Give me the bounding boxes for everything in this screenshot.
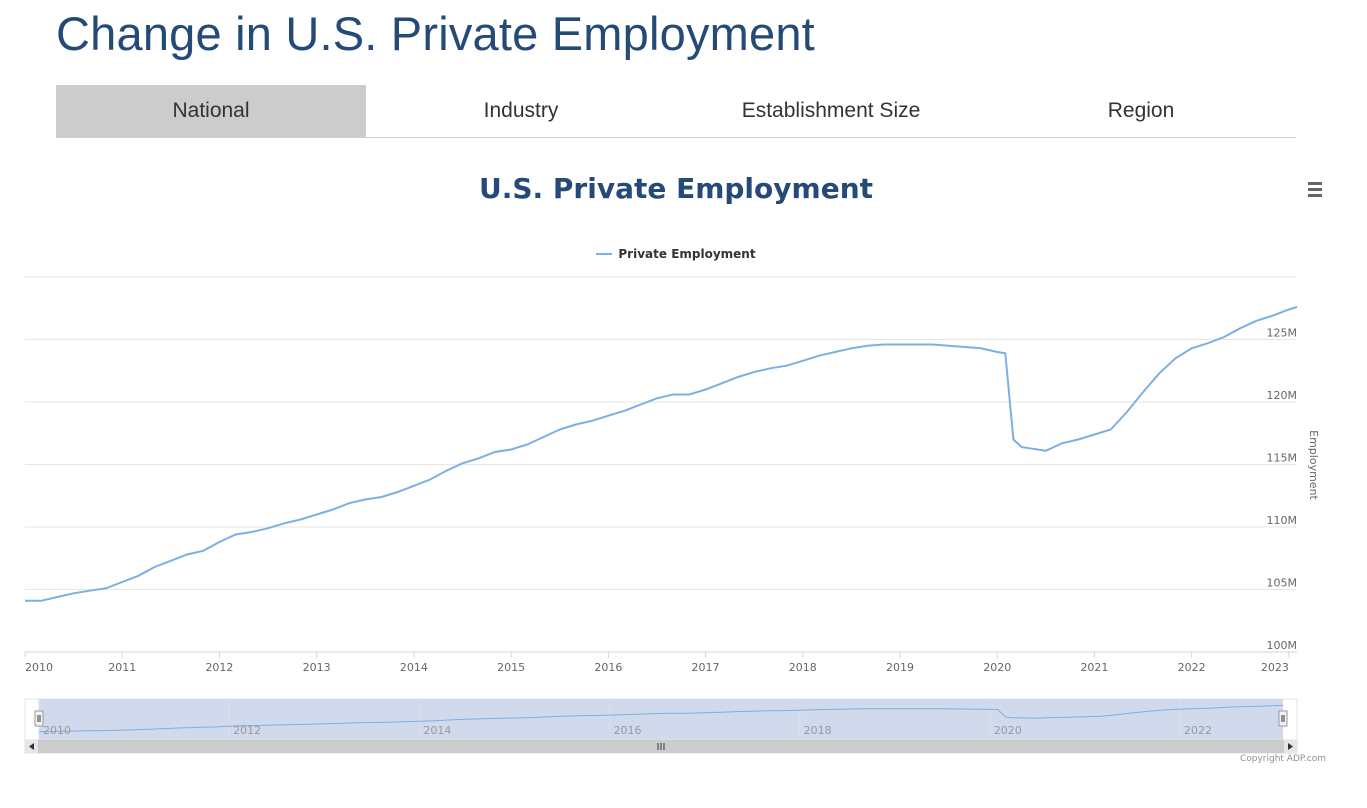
legend-item-private-employment[interactable]: Private Employment [596, 247, 756, 261]
x-tick-label: 2017 [692, 661, 720, 674]
y-axis-title: Employment [1307, 430, 1320, 500]
navigator-handle-right[interactable] [1278, 710, 1288, 727]
y-tick-label: 120M [1267, 389, 1298, 402]
navigator-tick-label: 2018 [804, 724, 832, 737]
y-tick-label: 100M [1267, 639, 1298, 652]
x-axis: 2010 2011 2012 2013 2014 2015 2016 2017 2018 2019… [24, 651, 1297, 674]
x-tick-label: 2023 [1261, 661, 1289, 674]
navigator-tick-label: 2016 [613, 724, 641, 737]
navigator-tick-label: 2010 [43, 724, 71, 737]
tab-bar: National Industry Establishment Size Reg… [56, 85, 1296, 138]
grid-lines [25, 276, 1297, 653]
tab-establishment-size[interactable]: Establishment Size [741, 99, 921, 122]
tab-region[interactable]: Region [1107, 99, 1175, 122]
navigator-tick-label: 2014 [423, 724, 451, 737]
y-tick-label: 105M [1267, 577, 1298, 590]
x-tick-label: 2022 [1178, 661, 1206, 674]
navigator-handle-left[interactable] [34, 710, 44, 727]
scrollbar-thumb-grip-icon [657, 743, 665, 750]
tab-industry[interactable]: Industry [483, 99, 559, 122]
series-line-private-employment[interactable] [25, 306, 1298, 602]
x-tick-label: 2010 [25, 661, 53, 674]
y-tick-label: 115M [1267, 452, 1298, 465]
scrollbar[interactable] [24, 739, 1298, 754]
x-tick-label: 2015 [497, 661, 525, 674]
navigator-tick-label: 2012 [233, 724, 261, 737]
y-tick-label: 125M [1267, 327, 1298, 340]
navigator-series-line [39, 704, 1284, 732]
tab-national[interactable]: National [56, 85, 366, 137]
x-tick-label: 2014 [400, 661, 428, 674]
navigator-labels: 2010 2012 2014 2016 2018 2020 2022 [43, 724, 1212, 737]
x-tick-label: 2011 [108, 661, 136, 674]
chart-title: U.S. Private Employment [478, 172, 874, 205]
navigator-tick-label: 2020 [994, 724, 1022, 737]
legend-label: Private Employment [618, 247, 756, 261]
y-axis-labels: 100M 105M 110M 115M 120M 125M [1267, 327, 1298, 653]
navigator-mask [39, 699, 1283, 740]
scrollbar-left-arrow-icon[interactable] [25, 740, 38, 753]
scrollbar-right-arrow-icon[interactable] [1284, 740, 1297, 753]
x-tick-label: 2012 [205, 661, 233, 674]
copyright-text: Copyright ADP.com [1239, 754, 1326, 764]
x-tick-label: 2020 [983, 661, 1011, 674]
y-tick-label: 110M [1267, 514, 1298, 527]
x-tick-label: 2013 [303, 661, 331, 674]
x-tick-label: 2018 [789, 661, 817, 674]
navigator-tick-label: 2022 [1184, 724, 1212, 737]
x-tick-label: 2021 [1080, 661, 1108, 674]
x-tick-label: 2016 [594, 661, 622, 674]
chart-legend: Private Employment [0, 244, 1352, 261]
x-tick-label: 2019 [886, 661, 914, 674]
legend-swatch [596, 253, 613, 255]
navigator[interactable]: 2010 2012 2014 2016 2018 2020 2022 [24, 698, 1298, 741]
hamburger-menu-icon[interactable] [1303, 180, 1327, 200]
page-title: Change in U.S. Private Employment [56, 7, 815, 60]
